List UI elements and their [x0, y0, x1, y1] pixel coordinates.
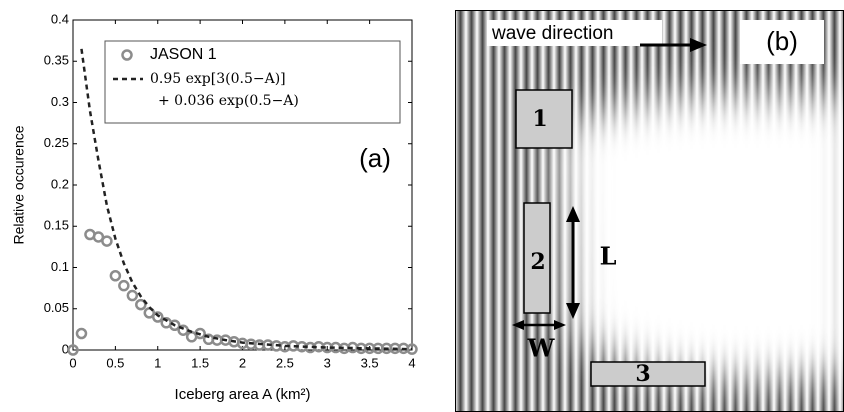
block: [523, 202, 551, 314]
x-tick-label: 2: [239, 355, 246, 370]
arrow-head: [512, 320, 566, 330]
y-tick-label: 0.4: [51, 11, 69, 26]
y-tick-label: 0.2: [51, 176, 69, 191]
x-axis-label: Iceberg area A (km²): [175, 386, 311, 403]
wave-direction-label: wave direction: [491, 23, 613, 44]
legend-symbol: [121, 49, 133, 61]
data-point: [168, 319, 181, 331]
y-tick-label: 0.3: [51, 94, 69, 109]
legend-label: + 0.036 exp(0.5−A): [158, 93, 299, 109]
data-point: [109, 270, 122, 282]
label-box: [487, 20, 662, 46]
y-tick-label: 0: [62, 341, 69, 356]
block-label: 3: [635, 361, 650, 387]
data-point: [75, 327, 88, 340]
panel-label: (a): [359, 143, 391, 173]
y-tick-label: 0.25: [44, 135, 69, 150]
y-tick-label: 0.15: [44, 218, 69, 233]
x-tick-label: 3: [324, 355, 331, 370]
legend-label: 0.95 exp[3(0.5−A)]: [150, 71, 286, 87]
panel-label: (b): [766, 26, 798, 56]
x-tick-label: 4: [408, 355, 415, 370]
y-tick-label: 0.35: [44, 53, 69, 68]
fit-line: [80, 48, 413, 351]
x-tick-label: 0: [69, 355, 76, 370]
x-tick-label: 0.5: [106, 355, 124, 370]
data-point: [152, 311, 164, 323]
y-tick-label: 0.1: [51, 259, 69, 274]
arrow-head: [690, 38, 707, 52]
x-tick-label: 2.5: [276, 355, 294, 370]
data-point: [406, 343, 418, 355]
panel-b: (b) wave direction 1 2 3 L W: [455, 10, 844, 412]
length-label: L: [600, 242, 617, 271]
label-box: [740, 20, 824, 64]
data-point: [101, 235, 113, 247]
data-point: [194, 327, 206, 340]
shadow-zone: [560, 94, 844, 380]
block: [590, 361, 706, 387]
data-point: [67, 344, 79, 356]
block-label: 1: [532, 106, 547, 132]
x-tick-label: 3.5: [361, 355, 379, 370]
data-point: [118, 279, 130, 292]
block: [515, 89, 573, 149]
data-point: [126, 289, 139, 302]
y-tick-label: 0.05: [44, 300, 69, 315]
width-label: W: [527, 334, 556, 363]
x-tick-label: 1.5: [191, 355, 209, 370]
block-label: 2: [530, 249, 545, 275]
legend-label: JASON 1: [150, 46, 217, 63]
y-axis-label: Relative occurence: [11, 125, 27, 244]
panel-a: 0 0.05 0.1 0.15 0.2 0.25 0.3 0.35 0.4 0 0.5 1 1.5 2 2.…: [11, 11, 418, 403]
data-point: [135, 298, 147, 311]
legend-box: [104, 40, 401, 124]
x-tick-label: 1: [154, 355, 161, 370]
